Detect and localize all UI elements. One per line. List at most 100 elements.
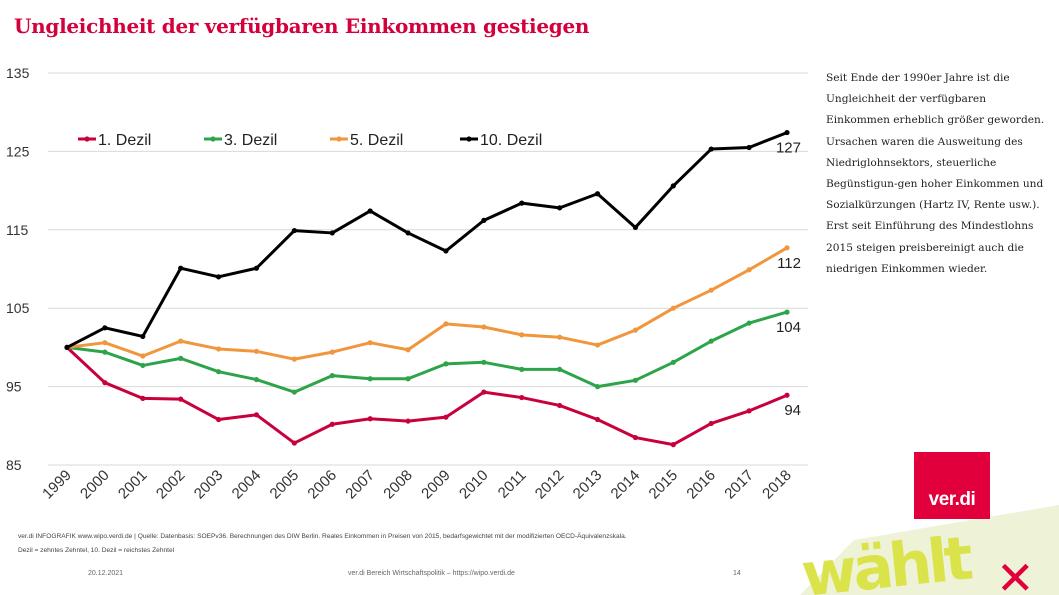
data-point <box>594 191 601 197</box>
source-note: ver.di INFOGRAFIK www.wipo.verdi.de | Qu… <box>18 530 758 558</box>
y-tick-label: 115 <box>6 222 29 238</box>
data-point <box>215 274 222 280</box>
series-line <box>66 246 788 361</box>
data-point <box>102 380 108 386</box>
data-point <box>291 440 297 446</box>
data-point <box>178 338 184 344</box>
x-tick-label: 2010 <box>456 467 492 503</box>
series-line <box>66 310 788 394</box>
x-tick-label: 2011 <box>495 467 530 502</box>
data-point <box>178 396 184 402</box>
data-point <box>519 332 525 338</box>
data-point <box>140 362 146 369</box>
data-point <box>746 320 752 326</box>
data-point <box>519 394 525 401</box>
data-point <box>102 340 108 346</box>
data-point <box>291 389 297 395</box>
data-point <box>178 265 184 271</box>
data-point <box>405 347 411 353</box>
data-point <box>367 208 373 214</box>
x-tick-label: 2006 <box>304 467 340 503</box>
data-point <box>443 321 449 327</box>
decor-cross-mark: ✕ <box>996 551 1035 595</box>
x-tick-label: 2001 <box>115 467 151 503</box>
y-tick-label: 105 <box>6 300 30 316</box>
data-point <box>784 392 790 398</box>
data-point <box>405 418 411 424</box>
data-point <box>557 402 563 409</box>
data-point <box>746 144 752 151</box>
x-tick-label: 2016 <box>683 467 719 503</box>
data-point <box>329 349 335 355</box>
legend-label: 10. Dezil <box>480 132 542 149</box>
data-point <box>64 344 70 350</box>
data-point <box>594 342 601 348</box>
series-end-label: 127 <box>776 140 801 157</box>
data-point <box>140 395 146 401</box>
legend-marker <box>466 136 472 142</box>
footer-page-number: 14 <box>733 570 741 577</box>
data-point <box>670 359 676 365</box>
data-point <box>215 416 222 423</box>
series-lines <box>64 129 790 448</box>
decor-graphic: wählt ✕ <box>798 505 1059 595</box>
data-point <box>746 408 752 414</box>
x-axis: 1999 2000 2001 2002 2003 2004 2005 2006 2007 2008… <box>39 467 795 503</box>
data-point <box>443 414 449 420</box>
decor-word: wählt <box>798 523 976 595</box>
legend-marker <box>84 136 90 142</box>
data-point <box>215 346 222 352</box>
y-axis: 85 95 105 115 125 135 <box>6 65 30 473</box>
logo-text: ver.di <box>928 489 976 510</box>
y-tick-label: 95 <box>6 379 22 395</box>
data-point <box>708 146 714 152</box>
data-point <box>632 224 639 231</box>
data-point <box>140 353 146 359</box>
grid-lines <box>48 72 808 466</box>
page-title: Ungleichheit der verfügbaren Einkommen g… <box>14 14 590 38</box>
data-point <box>632 327 639 333</box>
data-point <box>253 348 260 354</box>
data-point <box>329 421 335 427</box>
x-tick-label: 2004 <box>229 467 265 503</box>
data-point <box>708 420 714 427</box>
data-point <box>481 217 487 223</box>
data-point <box>784 309 790 315</box>
footer-date: 20.12.2021 <box>88 570 124 577</box>
explanation-text: Seit Ende der 1990er Jahre ist die Ungle… <box>826 72 1045 275</box>
x-tick-label: 2005 <box>267 467 303 503</box>
data-point <box>329 230 335 236</box>
x-tick-label: 1999 <box>39 467 75 503</box>
data-point <box>481 389 487 395</box>
data-point <box>367 340 373 346</box>
data-point <box>632 377 639 383</box>
data-point <box>557 366 563 372</box>
data-point <box>481 359 487 365</box>
legend-label: 3. Dezil <box>224 132 277 149</box>
data-point <box>102 349 108 355</box>
y-tick-label: 85 <box>6 457 22 473</box>
data-point <box>178 355 184 361</box>
x-tick-label: 2008 <box>380 467 416 503</box>
x-tick-label: 2013 <box>570 467 606 503</box>
data-point <box>140 333 146 340</box>
x-tick-label: 2017 <box>721 467 757 503</box>
data-point <box>367 416 373 422</box>
data-point <box>405 376 411 382</box>
data-point <box>481 324 487 330</box>
source-line-2: Dezil = zehntes Zehntel, 10. Dezil = rei… <box>18 547 175 554</box>
y-tick-label: 125 <box>6 143 30 159</box>
data-point <box>557 334 563 340</box>
x-tick-label: 2003 <box>191 467 227 503</box>
data-point <box>253 412 260 418</box>
x-tick-label: 2007 <box>342 467 378 503</box>
data-point <box>253 376 260 383</box>
data-point <box>670 305 676 311</box>
x-tick-label: 2009 <box>418 467 454 503</box>
data-point <box>594 416 601 423</box>
data-point <box>594 384 601 390</box>
x-tick-label: 2012 <box>532 467 568 503</box>
data-point <box>215 369 222 375</box>
end-labels: 94 104 112 127 <box>776 140 801 420</box>
